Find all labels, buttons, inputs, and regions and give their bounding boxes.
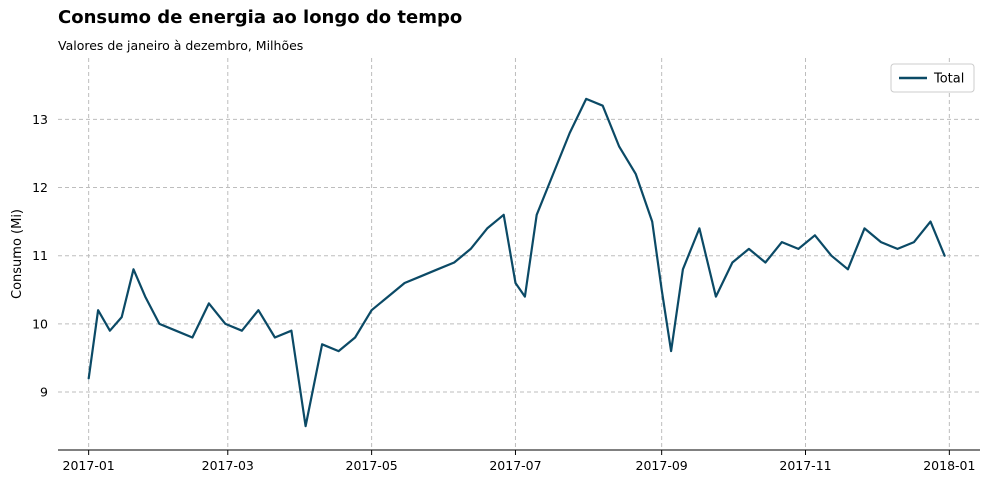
- y-axis-label: Consumo (Mi): [10, 209, 25, 299]
- chart-subtitle: Valores de janeiro à dezembro, Milhões: [58, 38, 304, 53]
- y-tick-label: 11: [32, 248, 48, 263]
- series-line-total: [87, 97, 946, 428]
- y-tick-label: 13: [32, 112, 48, 127]
- legend-label: Total: [933, 72, 964, 87]
- y-tick-label: 12: [32, 180, 48, 195]
- x-tick-label: 2017-01: [63, 458, 115, 473]
- legend-box: [890, 63, 975, 93]
- x-tick-label: 2017-07: [489, 458, 541, 473]
- y-tick-label: 10: [32, 316, 48, 331]
- y-tick-label: 9: [40, 385, 48, 400]
- x-tick-label: 2017-09: [636, 458, 688, 473]
- x-tick-label: 2017-03: [202, 458, 254, 473]
- x-tick-label: 2017-05: [346, 458, 398, 473]
- chart-title: Consumo de energia ao longo do tempo: [58, 7, 463, 28]
- x-tick-label: 2017-11: [779, 458, 831, 473]
- x-tick-label: 2018-01: [923, 458, 975, 473]
